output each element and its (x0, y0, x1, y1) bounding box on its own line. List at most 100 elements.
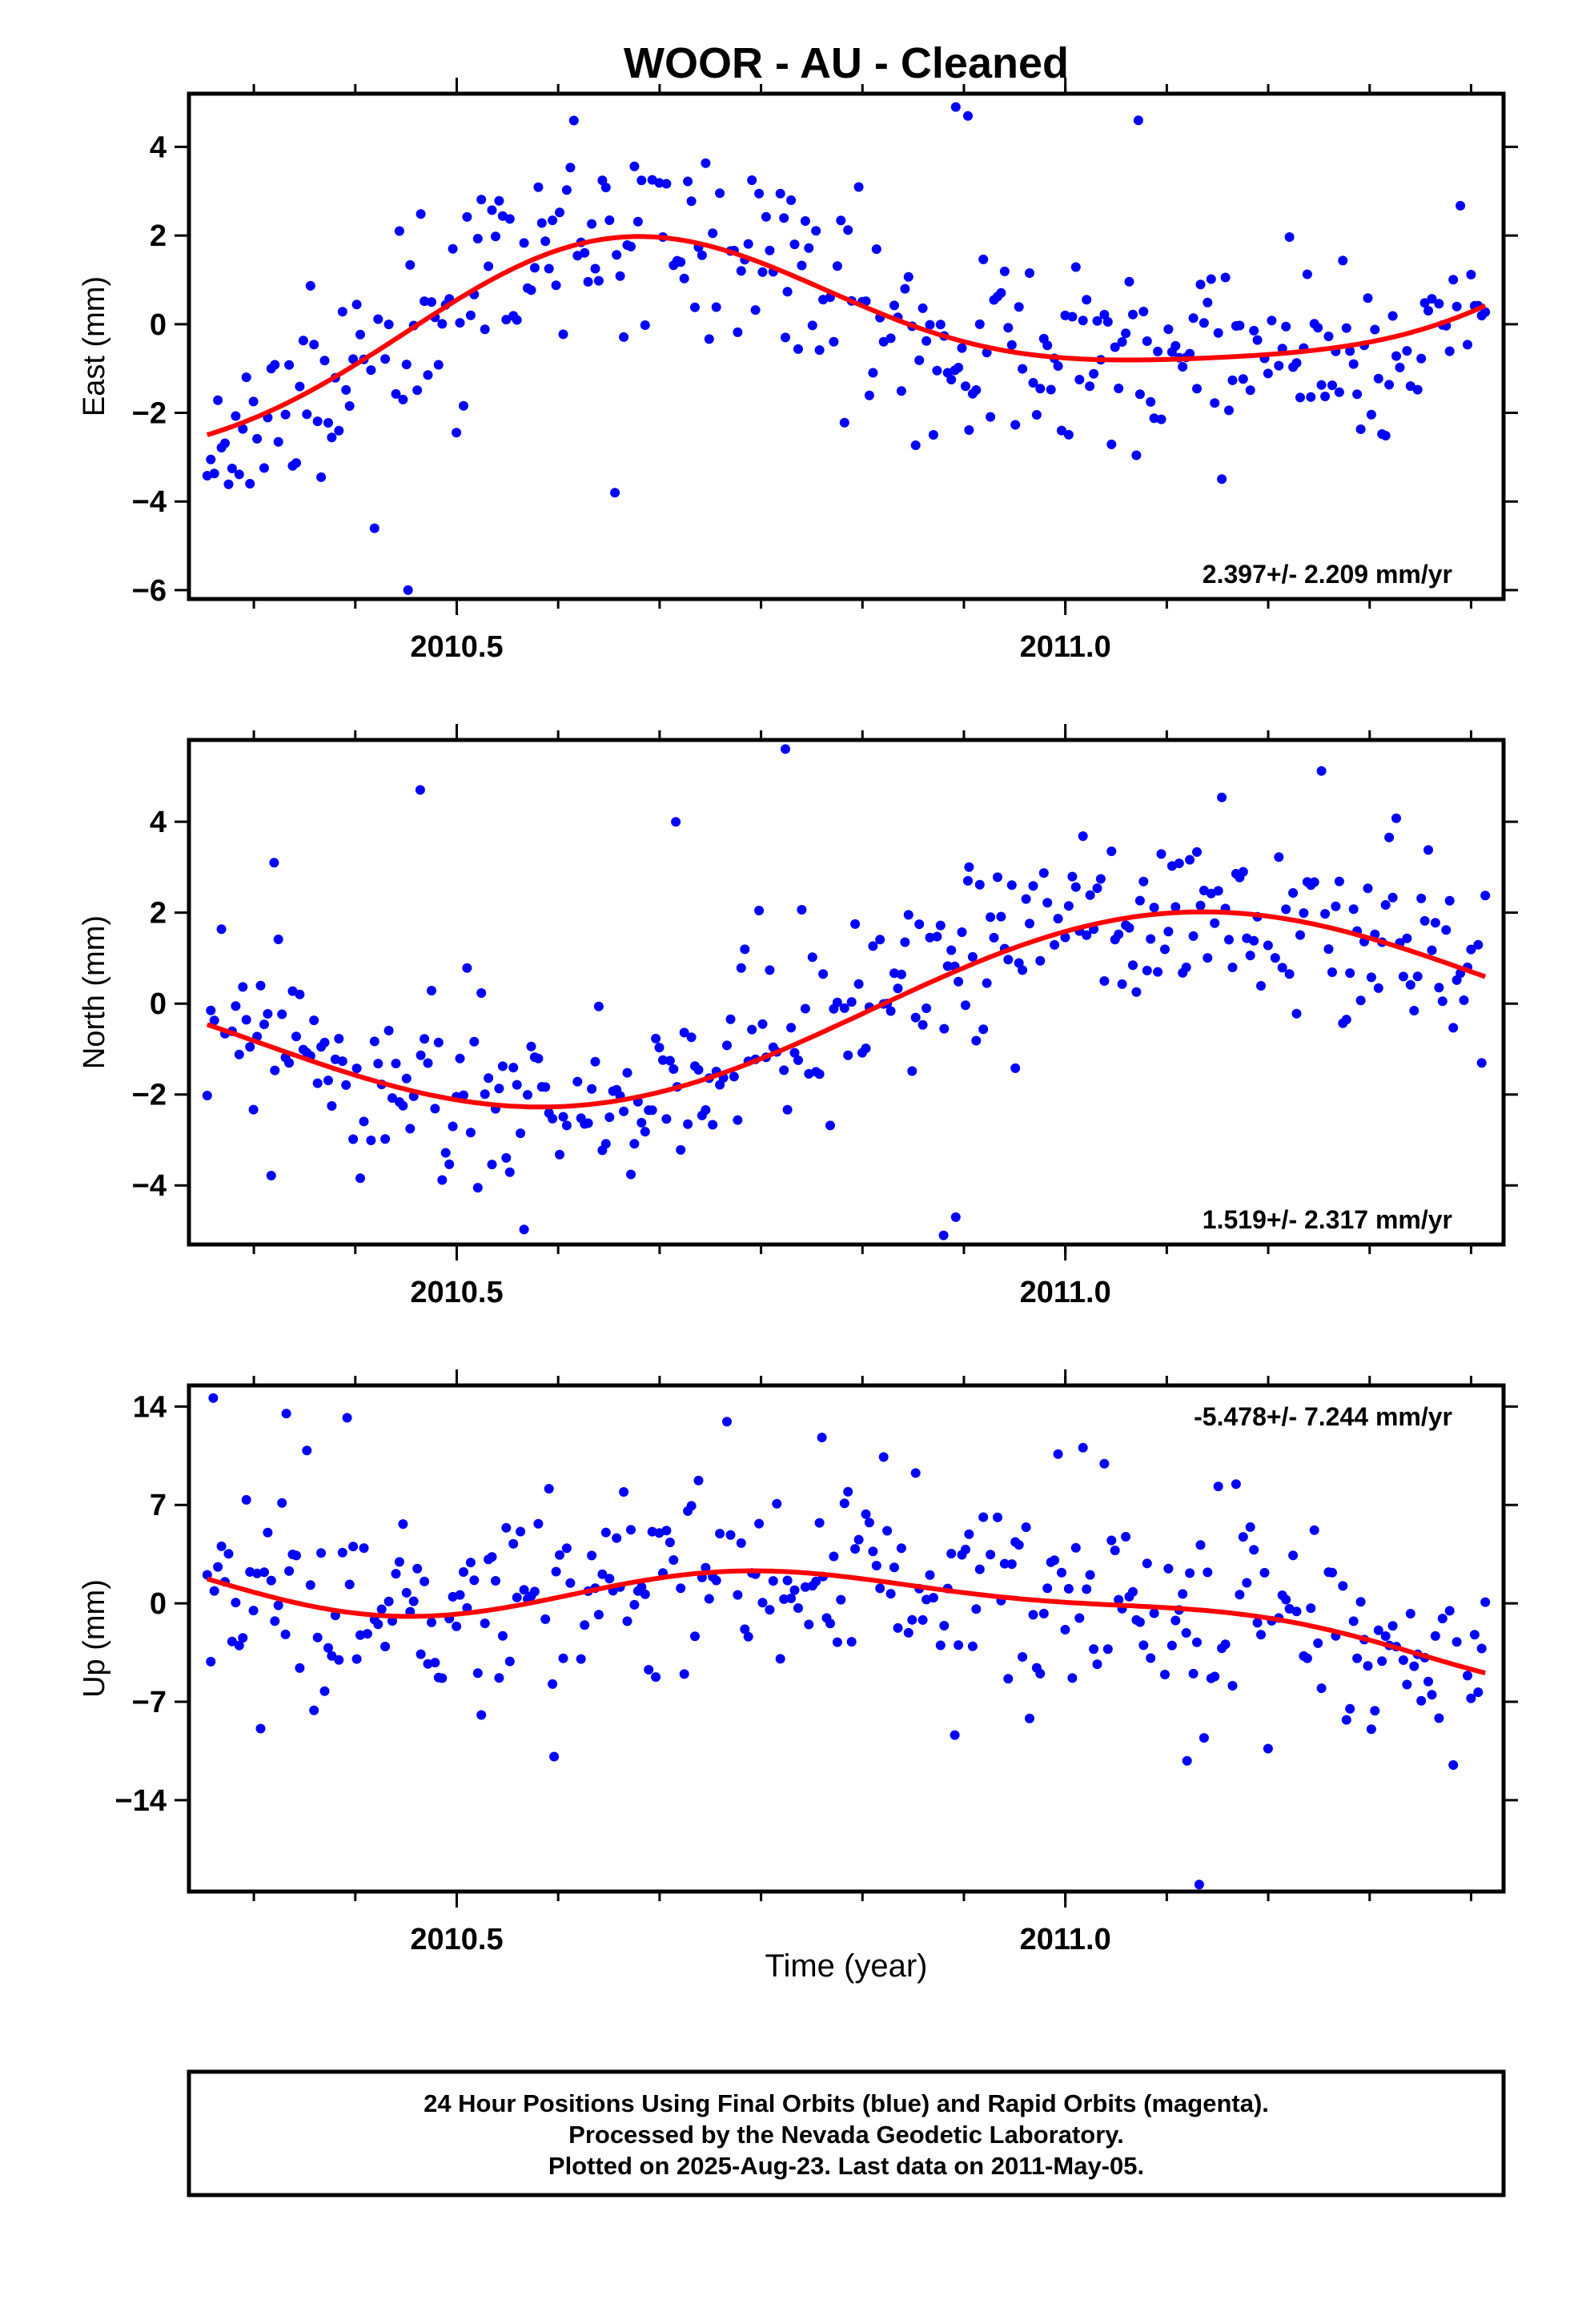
data-point (1057, 1567, 1066, 1578)
data-point (757, 1019, 768, 1029)
data-point (1320, 909, 1331, 919)
data-point (572, 1076, 583, 1087)
data-point (504, 1656, 515, 1667)
y-tick-label: 14 (133, 1390, 167, 1424)
data-point (351, 1654, 362, 1664)
data-point (1210, 398, 1220, 408)
data-point (1235, 320, 1245, 331)
data-point (1006, 340, 1017, 350)
data-point (661, 1526, 672, 1536)
data-point (1194, 1880, 1204, 1890)
data-point (1412, 384, 1423, 395)
data-point (487, 1552, 497, 1562)
data-point (1014, 958, 1024, 968)
data-point (797, 905, 807, 915)
data-point (768, 1576, 778, 1586)
data-point (1444, 1606, 1455, 1616)
data-point (654, 1043, 665, 1053)
data-point (1199, 318, 1209, 328)
data-point (736, 1538, 746, 1548)
data-point (266, 1171, 276, 1180)
x-tick-label: 2010.5 (410, 1276, 503, 1309)
data-point (1469, 1630, 1480, 1640)
data-point (1252, 1618, 1263, 1628)
data-point (380, 1134, 391, 1144)
data-point (1463, 1671, 1472, 1681)
data-point (1370, 324, 1380, 335)
data-point (1480, 307, 1491, 317)
data-point (971, 385, 982, 395)
data-point (1366, 1724, 1376, 1735)
data-point (241, 1015, 251, 1025)
data-point (284, 360, 295, 370)
data-point (754, 906, 765, 915)
data-point (950, 1730, 960, 1740)
data-point (1128, 960, 1138, 971)
data-point (708, 228, 718, 239)
data-point (1203, 953, 1213, 963)
data-point (640, 1127, 650, 1137)
x-tick-label: 2010.5 (410, 630, 503, 664)
x-tick-label: 2011.0 (1020, 1923, 1111, 1956)
data-point (850, 1544, 861, 1554)
data-point (1345, 346, 1355, 356)
data-point (996, 911, 1006, 922)
data-point (1060, 932, 1070, 943)
data-point (1092, 316, 1102, 326)
data-point (472, 1668, 483, 1679)
x-axis-label: Time (year) (765, 1948, 928, 1984)
data-point (312, 416, 323, 427)
data-point (1028, 1610, 1038, 1620)
data-point (964, 425, 974, 435)
data-point (1405, 1609, 1415, 1618)
data-point (875, 1583, 885, 1594)
data-point (1412, 971, 1423, 982)
data-point (427, 986, 436, 995)
data-point (615, 271, 625, 281)
data-point (1057, 425, 1066, 436)
plot-frame (187, 1383, 1506, 1894)
y-tick-label: −14 (115, 1784, 167, 1818)
data-point (1256, 1630, 1266, 1640)
data-point (590, 263, 600, 274)
data-point (690, 302, 700, 312)
data-point (619, 1106, 629, 1116)
data-point (1363, 1661, 1373, 1671)
data-point (1323, 944, 1334, 955)
data-point (1199, 1733, 1209, 1743)
plot-frame (187, 91, 1506, 601)
data-point (366, 365, 376, 376)
data-point (1134, 895, 1145, 906)
data-point (1213, 328, 1223, 338)
data-point (263, 1009, 273, 1019)
data-point (465, 1128, 476, 1138)
data-point (359, 1116, 369, 1127)
data-point (781, 744, 790, 754)
data-point (245, 479, 255, 489)
data-point (423, 1659, 433, 1669)
data-point (818, 969, 829, 979)
data-point (1405, 381, 1415, 392)
data-point (661, 179, 672, 189)
data-point (967, 1641, 978, 1651)
data-point (1213, 1482, 1223, 1492)
data-point (1323, 332, 1334, 341)
data-point (380, 1642, 391, 1651)
data-point (1348, 359, 1359, 369)
data-point (494, 1673, 504, 1683)
data-point (878, 1452, 889, 1462)
data-point (480, 324, 490, 335)
data-point (1170, 1615, 1181, 1626)
data-point (309, 340, 319, 350)
data-point (440, 1148, 451, 1158)
data-point (974, 1564, 985, 1574)
data-point (779, 213, 789, 223)
data-point (403, 585, 413, 595)
data-point (885, 333, 896, 344)
data-point (351, 1063, 362, 1074)
data-point (580, 1620, 590, 1630)
data-point (391, 1059, 401, 1068)
data-point (715, 1529, 725, 1538)
data-point (629, 1139, 640, 1149)
